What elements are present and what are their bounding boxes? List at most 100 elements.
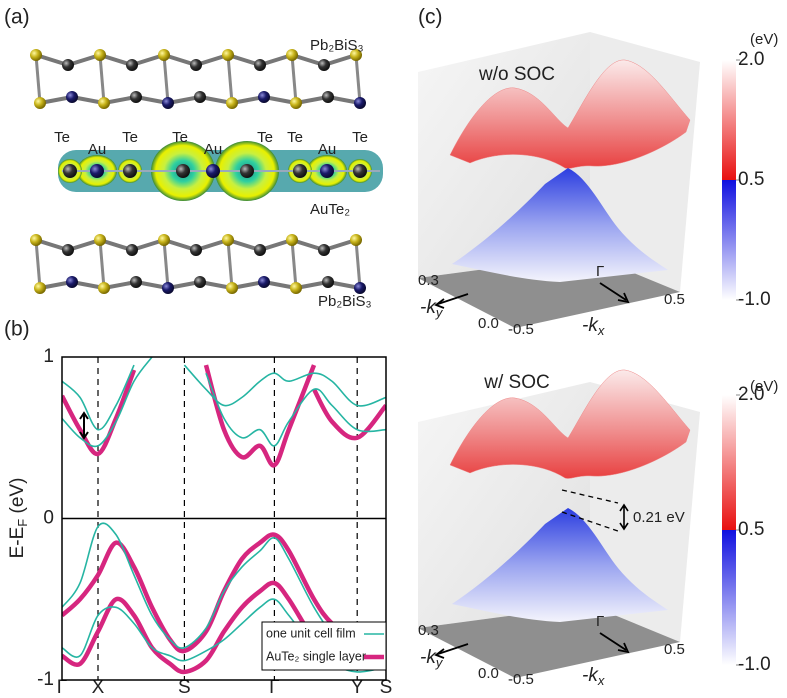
bond: [34, 239, 42, 289]
atom: [34, 282, 46, 294]
atom-label: Te: [257, 129, 273, 146]
colorbar: [722, 60, 736, 300]
bond: [226, 239, 234, 289]
atom-label: Te: [172, 129, 188, 146]
colorbar-unit: (eV): [750, 31, 778, 48]
atom: [354, 282, 366, 294]
atom: [130, 276, 142, 288]
axis-value: 0.3: [418, 622, 439, 639]
axis-label: -kx: [582, 665, 605, 688]
atom-label: Te: [122, 129, 138, 146]
atom: [290, 282, 302, 294]
legend-label: AuTe₂ single layer: [266, 649, 366, 663]
axis-arrow: [434, 293, 469, 309]
axis-label: -ky: [420, 297, 444, 320]
colorbar: [722, 395, 736, 665]
axis-label-part: -k: [582, 315, 599, 336]
atom-label: Te: [54, 129, 70, 146]
conduction-surface: [449, 59, 691, 169]
atom-label: Te: [352, 129, 368, 146]
axis-label: -kx: [582, 315, 605, 338]
atom: [98, 282, 110, 294]
atom-label: Au: [88, 141, 106, 158]
band: [62, 364, 386, 431]
axis-label-part: y: [435, 655, 444, 670]
legend-box: [261, 621, 387, 671]
axis-label-part: -k: [420, 297, 437, 318]
atom: [222, 234, 234, 246]
atom: [158, 234, 170, 246]
colorbar-tick-label: -1.0: [738, 289, 771, 310]
bond: [162, 54, 170, 104]
gap-arrow: [79, 411, 89, 440]
axis-value: 0.5: [664, 291, 685, 308]
layer-label: AuTe₂: [310, 201, 350, 218]
gap-label: 0.21 eV: [633, 509, 685, 526]
atom: [320, 164, 334, 178]
y-tick-label: 1: [43, 346, 54, 367]
panel-label: (c): [418, 6, 443, 29]
atom: [254, 244, 266, 256]
atom: [90, 164, 104, 178]
atom: [226, 97, 238, 109]
atom: [258, 91, 270, 103]
atom: [63, 164, 77, 178]
atom-label: Te: [287, 129, 303, 146]
atom: [354, 97, 366, 109]
bond: [162, 239, 170, 289]
x-tick-label: Γ: [269, 677, 279, 698]
axis-value: 0.0: [478, 315, 499, 332]
atom: [176, 164, 190, 178]
atom: [293, 164, 307, 178]
atom: [62, 59, 74, 71]
atom: [30, 49, 42, 61]
atom: [162, 97, 174, 109]
atom: [34, 97, 46, 109]
x-tick-label: S: [380, 677, 393, 698]
valence-surface: [452, 168, 668, 282]
atom: [258, 276, 270, 288]
panel-label: (a): [4, 6, 30, 29]
axis-arrow: [599, 632, 630, 654]
atom-label: Au: [204, 141, 222, 158]
axis-label: -ky: [420, 647, 444, 670]
colorbar-tick-label: 2.0: [738, 384, 764, 405]
atom: [322, 91, 334, 103]
atom: [350, 49, 362, 61]
gap-arrow: [619, 503, 629, 531]
structure-panel: (a) Pb₂BiS₃ AuTe₂ Pb₂BiS₃ Te Te Te Te Te Te Au…: [4, 6, 383, 310]
colorbar-unit: (eV): [750, 378, 778, 395]
gap-guide: [561, 489, 619, 532]
atom: [190, 59, 202, 71]
valence-surface: [452, 508, 668, 622]
y-axis-label-part: E-E: [7, 527, 28, 559]
axis-arrow: [599, 282, 630, 304]
bond: [98, 54, 106, 104]
atom: [194, 276, 206, 288]
atom: [62, 244, 74, 256]
atom: [126, 244, 138, 256]
atom: [318, 59, 330, 71]
axis-value: -0.5: [508, 671, 534, 688]
atom: [94, 234, 106, 246]
x-tick-label: S: [178, 677, 191, 698]
atom: [123, 164, 137, 178]
y-axis-label-part: (eV): [7, 478, 28, 519]
floor: [418, 605, 680, 678]
atom: [240, 164, 254, 178]
atom: [286, 234, 298, 246]
band: [62, 364, 317, 468]
atom: [66, 91, 78, 103]
atom: [190, 244, 202, 256]
atom: [318, 244, 330, 256]
atom: [162, 282, 174, 294]
axis-value: -0.5: [508, 321, 534, 338]
y-tick-label: 0: [43, 508, 54, 529]
colorbar-tick-label: -1.0: [738, 654, 771, 675]
